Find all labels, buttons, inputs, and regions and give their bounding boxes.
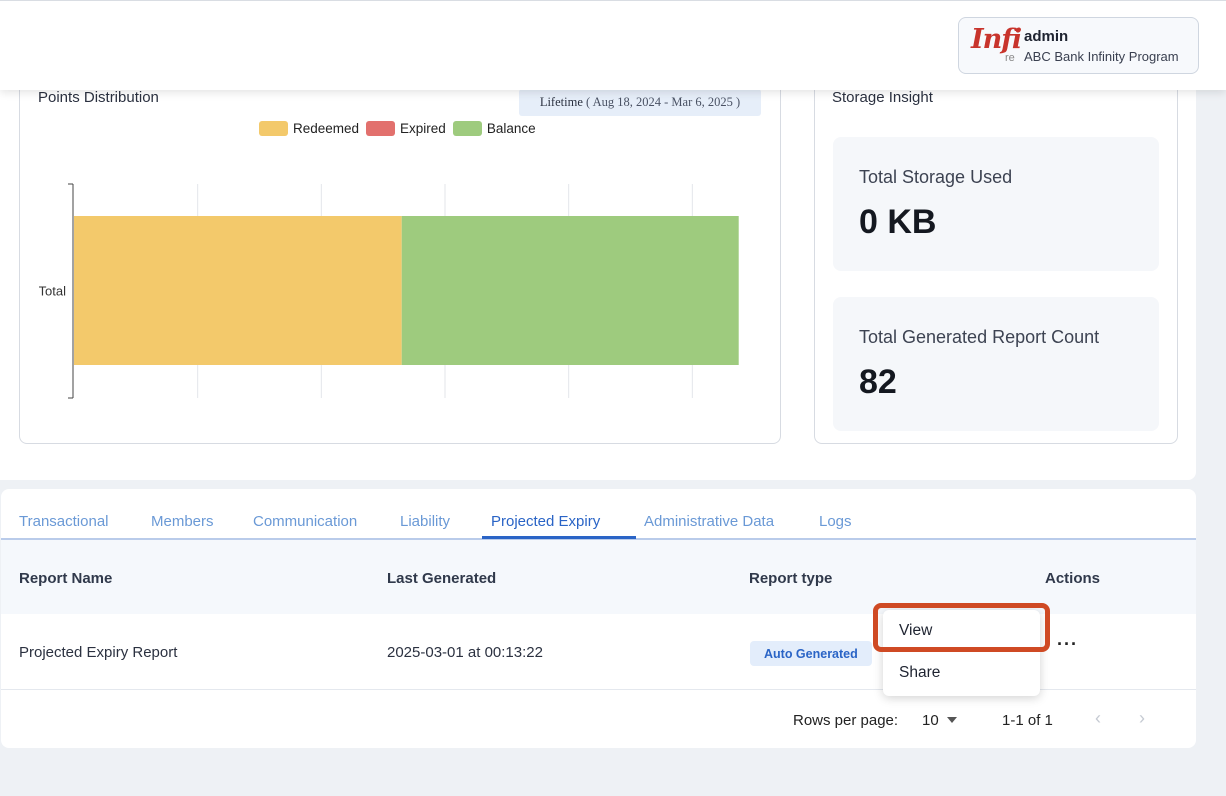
- legend-item-balance[interactable]: Balance: [452, 121, 536, 136]
- program-logo-sub: re: [1005, 52, 1015, 64]
- active-tab-indicator: [482, 536, 636, 539]
- tab-logs[interactable]: Logs: [819, 513, 852, 530]
- report-count-box: Total Generated Report Count 82: [833, 297, 1159, 431]
- more-actions-icon[interactable]: ···: [1057, 634, 1078, 654]
- legend-swatch-expired: [366, 121, 396, 136]
- legend-swatch-redeemed: [259, 121, 288, 136]
- report-type-badge: Auto Generated: [750, 641, 872, 666]
- bar-redeemed[interactable]: [74, 216, 402, 365]
- points-distribution-title: Points Distribution: [38, 89, 159, 106]
- lifetime-label: Lifetime: [539, 95, 583, 109]
- points-bar-chart: Total: [0, 170, 739, 410]
- program-logo: Infi: [971, 24, 1022, 55]
- total-storage-value: 0 KB: [859, 203, 937, 241]
- rows-per-page-select[interactable]: 10: [922, 712, 939, 729]
- column-header-report-name[interactable]: Report Name: [19, 570, 113, 587]
- top-header: Infi re admin ABC Bank Infinity Program: [0, 0, 1226, 90]
- legend-label-balance: Balance: [486, 121, 536, 136]
- actions-menu: View Share: [883, 610, 1040, 696]
- rows-per-page-label: Rows per page:: [793, 712, 899, 729]
- tab-transactional[interactable]: Transactional: [19, 513, 109, 530]
- legend-swatch-balance: [452, 121, 482, 136]
- lifetime-range: ( Aug 18, 2024 - Mar 6, 2025 ): [586, 95, 741, 109]
- tab-projected-expiry[interactable]: Projected Expiry: [491, 513, 601, 530]
- tab-administrative-data[interactable]: Administrative Data: [644, 513, 775, 530]
- report-tabs: Transactional Members Communication Liab…: [1, 489, 1196, 540]
- program-name: ABC Bank Infinity Program: [1024, 49, 1179, 64]
- menu-item-view[interactable]: View: [899, 622, 933, 639]
- tab-communication[interactable]: Communication: [253, 513, 358, 530]
- column-header-actions: Actions: [1045, 570, 1101, 587]
- chevron-down-icon[interactable]: [947, 717, 957, 723]
- column-header-last-generated[interactable]: Last Generated: [387, 570, 497, 587]
- user-name: admin: [1024, 28, 1069, 45]
- report-name-cell: Projected Expiry Report: [19, 644, 178, 661]
- legend-label-redeemed: Redeemed: [293, 121, 360, 136]
- category-label: Total: [39, 284, 67, 299]
- table-header: Report Name Last Generated Report type A…: [1, 540, 1196, 614]
- legend-label-expired: Expired: [400, 121, 446, 136]
- table-row[interactable]: Projected Expiry Report 2025-03-01 at 00…: [1, 614, 1196, 690]
- report-count-label: Total Generated Report Count: [859, 327, 1100, 347]
- legend-item-expired[interactable]: Expired: [366, 121, 446, 136]
- last-generated-cell: 2025-03-01 at 00:13:22: [387, 644, 543, 661]
- previous-page-icon[interactable]: ‹: [1095, 708, 1101, 728]
- total-storage-box: Total Storage Used 0 KB: [833, 137, 1159, 271]
- column-header-report-type[interactable]: Report type: [749, 570, 833, 587]
- report-count-value: 82: [859, 363, 897, 401]
- table-pagination: Rows per page: 10 1-1 of 1 ‹ ›: [1, 690, 1196, 748]
- bar-balance[interactable]: [401, 216, 739, 365]
- tab-liability[interactable]: Liability: [400, 513, 451, 530]
- storage-insight-title: Storage Insight: [832, 89, 933, 106]
- total-storage-label: Total Storage Used: [859, 167, 1013, 187]
- legend-item-redeemed[interactable]: Redeemed: [259, 121, 359, 136]
- view-highlight-box: [873, 603, 1050, 652]
- menu-item-share[interactable]: Share: [899, 664, 941, 681]
- tab-members[interactable]: Members: [151, 513, 214, 530]
- chart-legend: Redeemed Expired Balance: [259, 121, 543, 136]
- next-page-icon[interactable]: ›: [1139, 708, 1145, 728]
- user-profile-chip[interactable]: Infi re admin ABC Bank Infinity Program: [958, 17, 1199, 74]
- lifetime-badge[interactable]: Lifetime ( Aug 18, 2024 - Mar 6, 2025 ): [519, 89, 761, 116]
- pagination-range: 1-1 of 1: [1002, 712, 1053, 729]
